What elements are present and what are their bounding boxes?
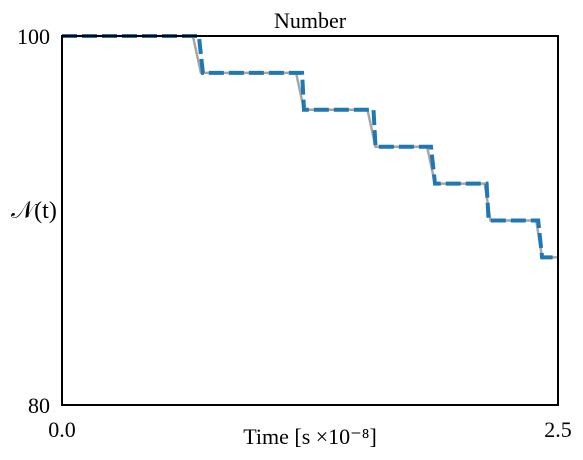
x-tick-label-left: 0.0 [48, 417, 76, 442]
plot-frame [61, 35, 559, 406]
x-tick-label-right: 2.5 [544, 417, 572, 442]
plot-series [62, 34, 558, 260]
y-axis-label: 𝒩(t) [11, 198, 57, 224]
series-line-1 [62, 34, 558, 259]
y-tick-label-bottom: 80 [28, 393, 50, 418]
series-line-2 [62, 34, 558, 260]
chart-title: Number [274, 8, 347, 33]
y-tick-label-top: 100 [17, 24, 50, 49]
x-axis-label: Time [s ×10⁻⁸] [243, 424, 377, 449]
